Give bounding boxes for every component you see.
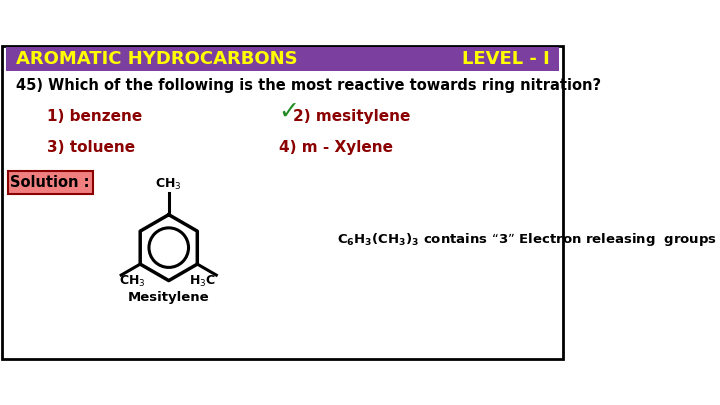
FancyBboxPatch shape: [8, 171, 94, 194]
Text: 1) benzene: 1) benzene: [47, 109, 143, 124]
Text: H$_3$C: H$_3$C: [189, 274, 215, 289]
Text: ✓: ✓: [279, 100, 300, 124]
Text: Solution :: Solution :: [11, 175, 90, 190]
Text: CH$_3$: CH$_3$: [156, 177, 182, 192]
Text: 45) Which of the following is the most reactive towards ring nitration?: 45) Which of the following is the most r…: [16, 78, 600, 93]
Text: AROMATIC HYDROCARBONS: AROMATIC HYDROCARBONS: [16, 50, 297, 68]
Text: 4) m - Xylene: 4) m - Xylene: [279, 141, 392, 156]
FancyBboxPatch shape: [2, 46, 563, 359]
Text: LEVEL - I: LEVEL - I: [462, 50, 549, 68]
Text: CH$_3$: CH$_3$: [119, 274, 145, 289]
Text: 3) toluene: 3) toluene: [47, 141, 135, 156]
FancyBboxPatch shape: [6, 47, 559, 71]
Text: Mesitylene: Mesitylene: [128, 291, 210, 305]
Text: $\mathregular{C_6H_3(CH_3)_3}$ contains “3” Electron releasing  groups: $\mathregular{C_6H_3(CH_3)_3}$ contains …: [338, 231, 718, 248]
Text: 2) mesitylene: 2) mesitylene: [293, 109, 410, 124]
